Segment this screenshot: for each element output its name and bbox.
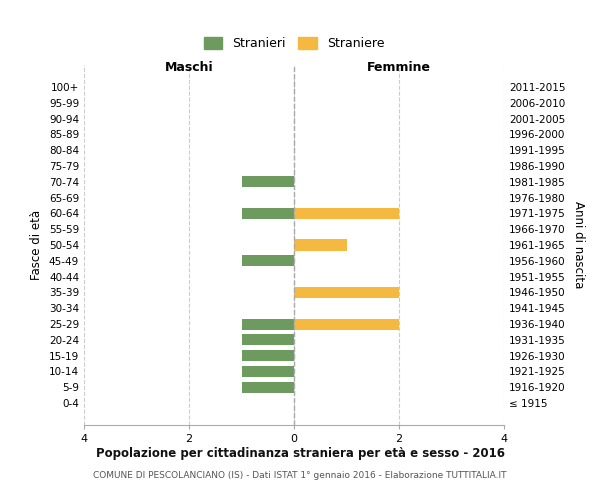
Bar <box>241 208 294 219</box>
Bar <box>241 334 294 345</box>
Y-axis label: Anni di nascita: Anni di nascita <box>572 202 585 288</box>
Bar <box>241 318 294 330</box>
Text: Popolazione per cittadinanza straniera per età e sesso - 2016: Popolazione per cittadinanza straniera p… <box>95 448 505 460</box>
Bar <box>241 382 294 393</box>
Bar <box>241 366 294 377</box>
Bar <box>294 208 399 219</box>
Bar <box>294 287 399 298</box>
Bar <box>241 176 294 188</box>
Text: Maschi: Maschi <box>164 61 214 74</box>
Bar <box>241 256 294 266</box>
Text: Femmine: Femmine <box>367 61 431 74</box>
Bar <box>294 318 399 330</box>
Bar <box>241 350 294 361</box>
Legend: Stranieri, Straniere: Stranieri, Straniere <box>199 32 389 56</box>
Bar <box>294 240 347 250</box>
Text: COMUNE DI PESCOLANCIANO (IS) - Dati ISTAT 1° gennaio 2016 - Elaborazione TUTTITA: COMUNE DI PESCOLANCIANO (IS) - Dati ISTA… <box>93 470 507 480</box>
Y-axis label: Fasce di età: Fasce di età <box>31 210 43 280</box>
